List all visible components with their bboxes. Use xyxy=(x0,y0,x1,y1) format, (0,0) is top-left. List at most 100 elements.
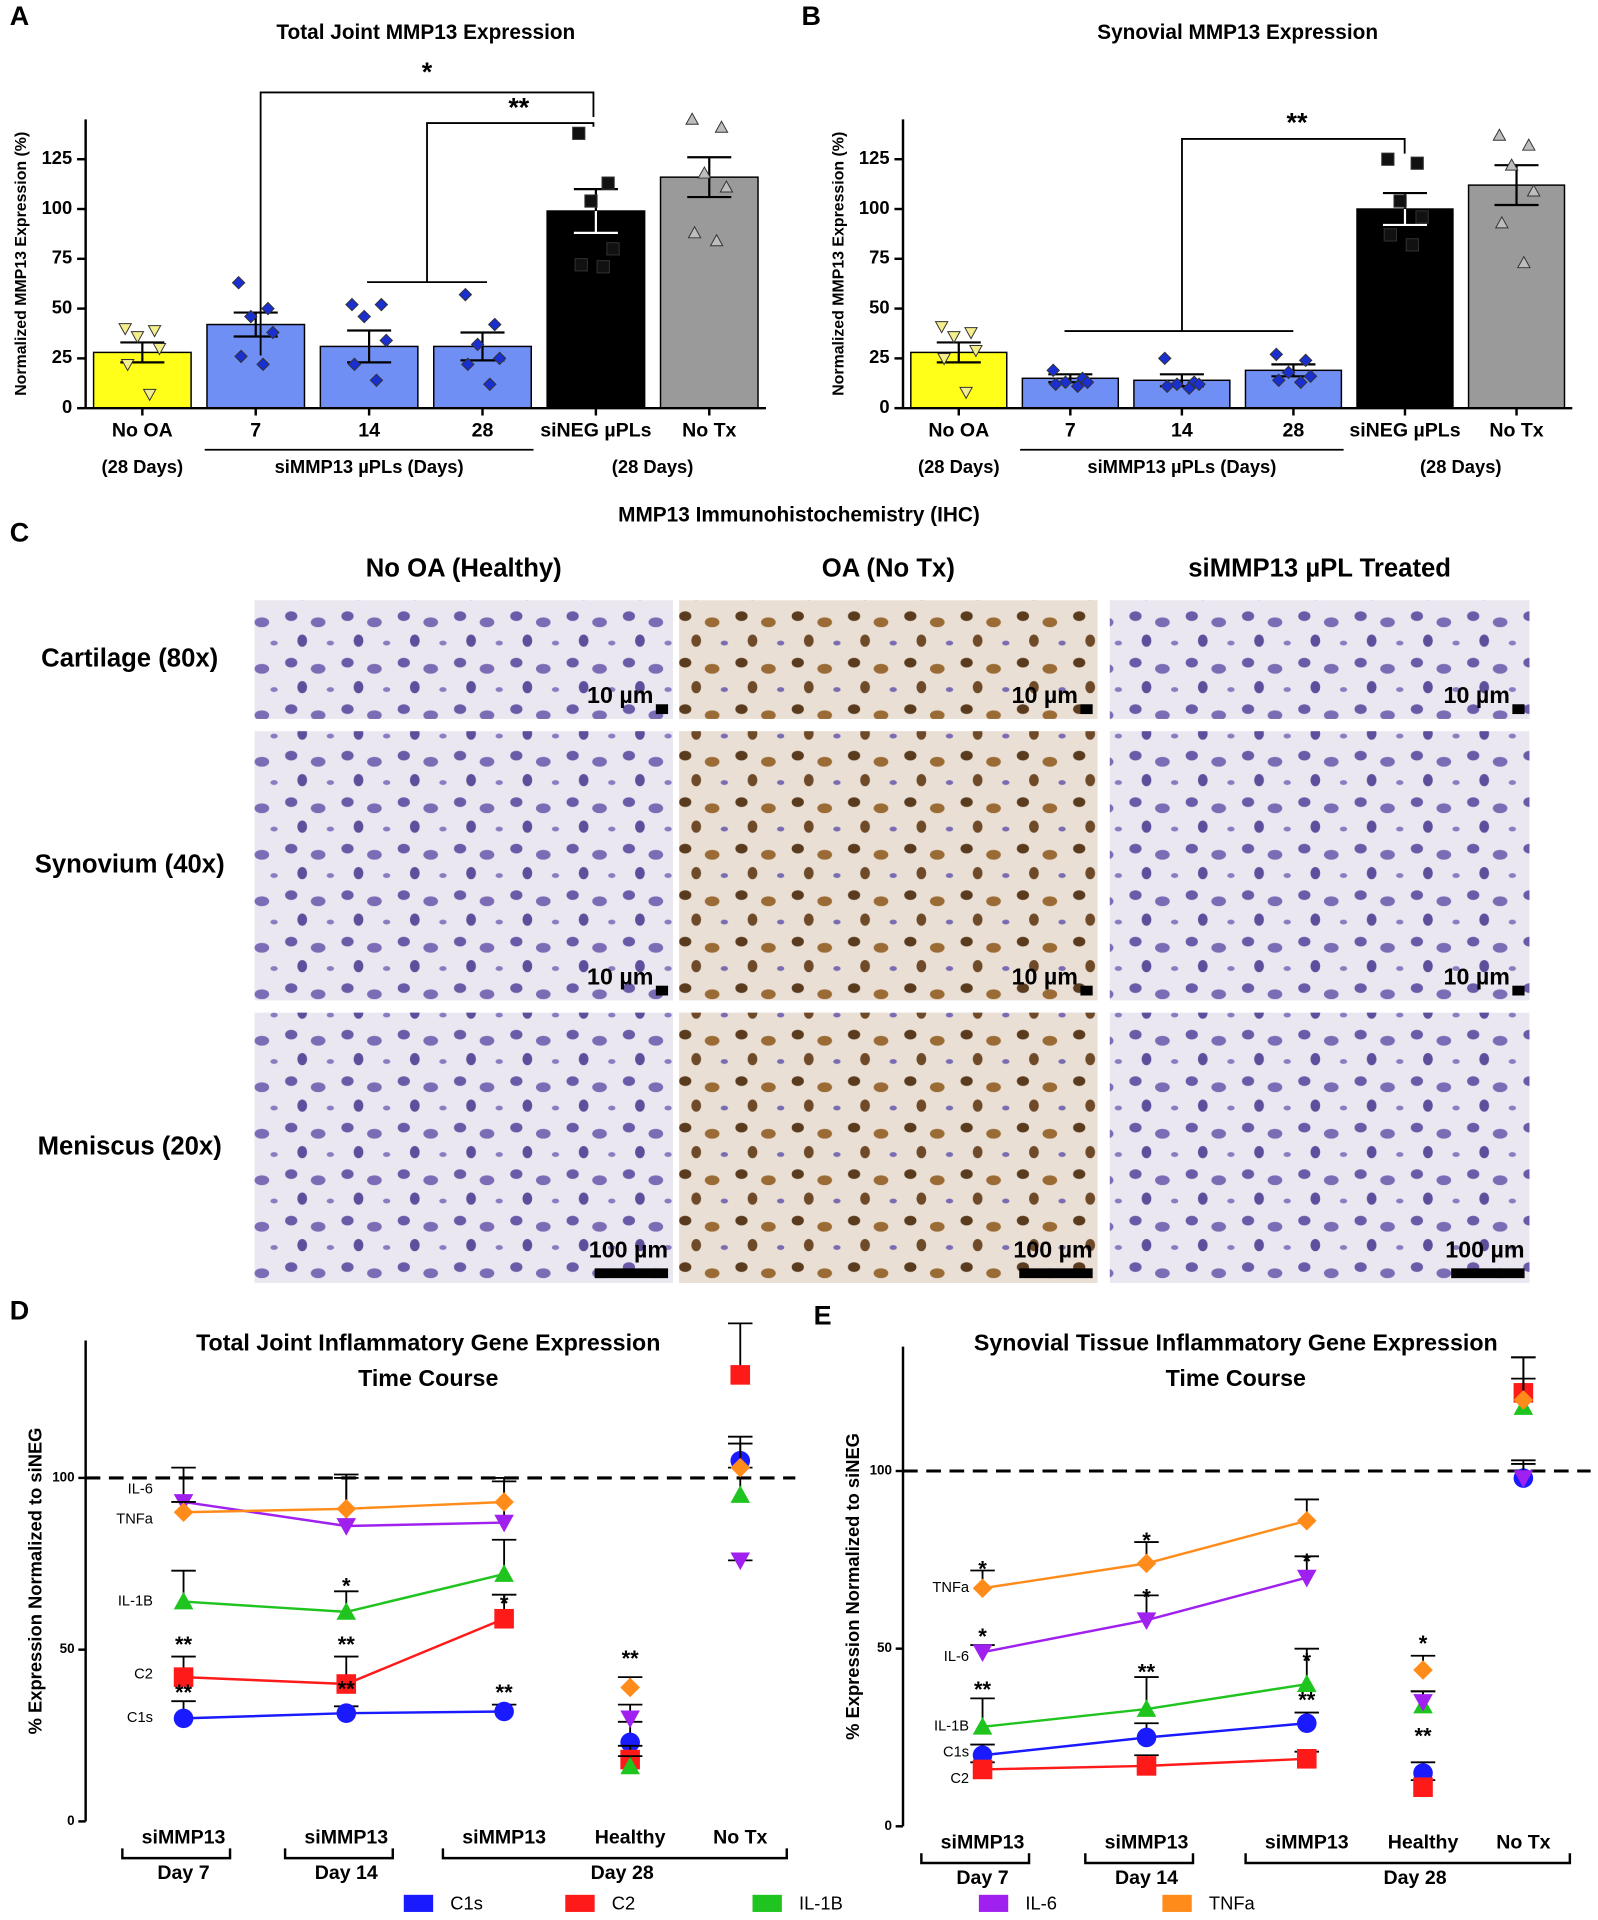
marker xyxy=(1058,375,1073,390)
marker xyxy=(492,351,507,366)
marker xyxy=(1521,138,1536,151)
bar xyxy=(1467,184,1566,409)
marker xyxy=(620,1710,640,1729)
legend-swatch xyxy=(978,1894,1009,1912)
micrograph xyxy=(679,731,1098,1001)
significance-label: * xyxy=(1142,1585,1151,1610)
x-tick-label: siMMP13 xyxy=(142,1827,226,1849)
marker xyxy=(470,337,485,352)
group-label: (28 Days) xyxy=(102,456,184,477)
legend-label: C2 xyxy=(612,1892,635,1913)
legend-swatch xyxy=(403,1894,434,1912)
group-label: Day 28 xyxy=(591,1862,654,1884)
error-bar xyxy=(347,329,392,364)
significance-label: ** xyxy=(496,1680,514,1705)
significance-label: ** xyxy=(338,1632,356,1657)
legend-swatch xyxy=(752,1894,782,1912)
marker xyxy=(620,1677,640,1698)
column-label: No OA (Healthy) xyxy=(366,554,562,582)
x-tick-label: siMMP13 xyxy=(462,1827,546,1849)
marker xyxy=(374,297,389,312)
marker xyxy=(494,1701,514,1722)
marker xyxy=(234,349,248,364)
marker xyxy=(574,258,588,272)
marker xyxy=(336,1602,357,1620)
group-bracket xyxy=(121,1848,232,1860)
scale-bar xyxy=(1512,985,1525,996)
y-tick-label: 75 xyxy=(52,247,72,268)
marker xyxy=(118,323,133,336)
marker xyxy=(1413,1777,1433,1798)
x-tick-label: Healthy xyxy=(595,1827,666,1849)
marker xyxy=(1157,351,1172,366)
group-label: siMMP13 µPLs (Days) xyxy=(275,456,464,477)
scale-bar xyxy=(594,1268,669,1279)
scale-bar-label: 10 µm xyxy=(1444,963,1510,989)
x-tick-label: Healthy xyxy=(1388,1832,1459,1854)
error-bar xyxy=(936,341,981,364)
series-label: C2 xyxy=(950,1771,969,1787)
marker xyxy=(730,1457,751,1478)
marker xyxy=(1516,255,1531,269)
y-tick-label: 125 xyxy=(42,147,73,168)
marker xyxy=(1415,210,1429,224)
y-tick-label: 0 xyxy=(67,1813,74,1828)
legend-label: IL-1B xyxy=(799,1892,843,1913)
marker xyxy=(697,166,712,179)
significance-label: ** xyxy=(175,1680,193,1705)
marker xyxy=(937,352,952,366)
marker xyxy=(972,1759,993,1780)
marker xyxy=(719,179,734,193)
marker xyxy=(1494,215,1509,229)
error-bar xyxy=(1271,363,1316,378)
marker xyxy=(572,126,586,140)
marker xyxy=(1136,1756,1157,1776)
y-axis-label: Normalized MMP13 Expression (%) xyxy=(13,132,30,396)
marker xyxy=(1192,377,1206,392)
series-label: IL-1B xyxy=(934,1719,969,1735)
significance-label: ** xyxy=(508,93,529,123)
marker xyxy=(336,1499,357,1519)
significance-label: ** xyxy=(338,1677,356,1702)
marker xyxy=(1046,363,1061,378)
series-label: IL-6 xyxy=(944,1649,969,1665)
y-tick-label: 75 xyxy=(869,247,889,268)
x-tick-label: siMMP13 xyxy=(941,1832,1025,1854)
marker xyxy=(345,297,359,312)
significance-label: ** xyxy=(1287,107,1308,137)
legend-swatch xyxy=(565,1894,595,1912)
series-label: IL-1B xyxy=(118,1593,153,1609)
marker xyxy=(1182,381,1197,396)
marker xyxy=(379,333,394,348)
row-label: Cartilage (80x) xyxy=(41,644,218,672)
group-label: Day 14 xyxy=(1115,1867,1178,1889)
x-tick-label: No Tx xyxy=(1496,1832,1550,1854)
scale-bar-label: 100 µm xyxy=(1445,1236,1524,1262)
x-tick-label: 28 xyxy=(1283,420,1305,442)
y-tick-label: 50 xyxy=(60,1641,75,1656)
group-label: Day 14 xyxy=(315,1862,378,1884)
scale-bar-label: 10 µm xyxy=(1444,682,1510,708)
error-bar xyxy=(1159,373,1204,388)
y-tick-label: 0 xyxy=(885,1818,892,1833)
marker xyxy=(1048,377,1063,392)
significance-label: * xyxy=(1302,1549,1311,1574)
panel-letter: C xyxy=(10,517,29,547)
y-tick-label: 100 xyxy=(870,1463,892,1478)
x-tick-label: 14 xyxy=(358,420,380,442)
x-tick-label: 28 xyxy=(472,420,494,442)
error-bar xyxy=(1494,164,1539,207)
group-bracket xyxy=(283,1848,394,1860)
marker xyxy=(261,301,275,316)
marker xyxy=(1393,194,1407,208)
marker xyxy=(1526,183,1541,197)
marker xyxy=(120,358,135,372)
significance-label: * xyxy=(422,57,433,87)
error-bar xyxy=(1048,373,1093,384)
group-label: Day 28 xyxy=(1384,1867,1447,1889)
significance-label: ** xyxy=(974,1677,992,1702)
marker xyxy=(1410,156,1424,170)
scale-bar-label: 100 µm xyxy=(589,1236,668,1262)
x-tick-label: siNEG µPLs xyxy=(540,420,651,442)
